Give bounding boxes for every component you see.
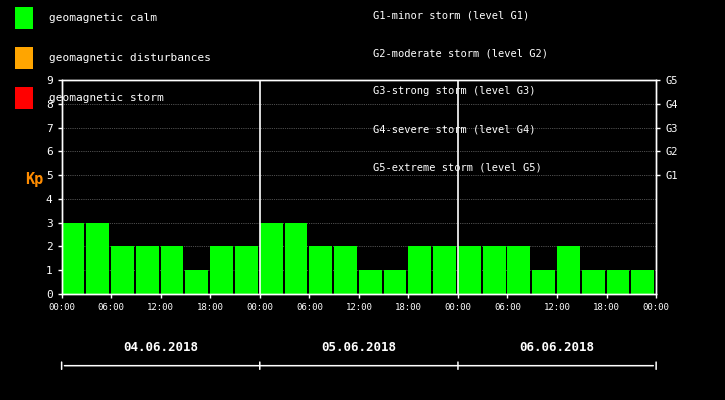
Text: geomagnetic calm: geomagnetic calm [49,13,157,23]
Y-axis label: Kp: Kp [25,172,44,187]
Bar [557,246,580,294]
Bar [607,270,629,294]
Text: geomagnetic disturbances: geomagnetic disturbances [49,53,211,63]
Bar [310,246,332,294]
Text: G2-moderate storm (level G2): G2-moderate storm (level G2) [373,48,548,58]
Bar [334,246,357,294]
Text: G5-extreme storm (level G5): G5-extreme storm (level G5) [373,162,542,172]
Bar [186,270,208,294]
Bar [458,246,481,294]
Text: geomagnetic storm: geomagnetic storm [49,93,164,103]
Bar [384,270,407,294]
Bar [62,223,84,294]
Text: G4-severe storm (level G4): G4-severe storm (level G4) [373,124,536,134]
Bar [359,270,381,294]
Bar [284,223,307,294]
Bar [483,246,505,294]
Bar [210,246,233,294]
Text: G3-strong storm (level G3): G3-strong storm (level G3) [373,86,536,96]
Text: G1-minor storm (level G1): G1-minor storm (level G1) [373,10,530,20]
Bar [136,246,159,294]
Bar [433,246,456,294]
Bar [581,270,605,294]
Text: 05.06.2018: 05.06.2018 [321,341,397,354]
Text: 04.06.2018: 04.06.2018 [123,341,198,354]
Bar [532,270,555,294]
Bar [161,246,183,294]
Text: 06.06.2018: 06.06.2018 [520,341,594,354]
Bar [631,270,654,294]
Bar [260,223,283,294]
Bar [86,223,109,294]
Bar [111,246,134,294]
Bar [235,246,258,294]
Bar [507,246,530,294]
Bar [408,246,431,294]
